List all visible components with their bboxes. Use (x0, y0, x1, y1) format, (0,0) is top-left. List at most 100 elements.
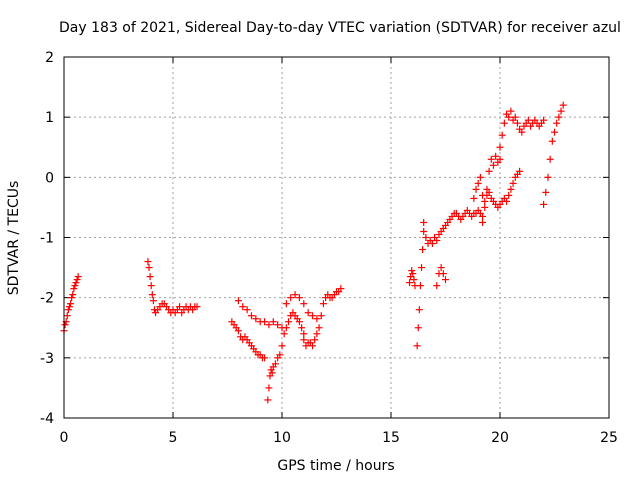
data-point (553, 119, 561, 127)
grid-lines (64, 57, 609, 418)
data-point (64, 306, 72, 314)
data-point (518, 128, 526, 136)
data-point (505, 113, 513, 121)
data-point (291, 291, 299, 299)
data-point (261, 318, 269, 326)
data-point (311, 336, 319, 344)
data-point (414, 324, 422, 332)
data-point (498, 131, 506, 139)
data-point (309, 342, 317, 350)
data-point (309, 312, 317, 320)
data-point (300, 330, 308, 338)
y-tick-labels: -4 -3 -2 -1 0 1 2 (40, 50, 54, 427)
data-point (557, 107, 565, 115)
data-point (243, 306, 251, 314)
y-tick-label: -1 (40, 231, 54, 247)
data-point (74, 273, 82, 281)
data-point (479, 218, 487, 226)
data-point (337, 285, 345, 293)
data-point (428, 240, 436, 248)
y-tick-label: -2 (40, 291, 54, 307)
data-point (474, 179, 482, 187)
data-point (298, 324, 306, 332)
data-point (315, 324, 323, 332)
y-tick-label: -4 (40, 411, 54, 427)
x-tick-label: 25 (600, 430, 618, 446)
y-axis-label: SDTVAR / TECUs (6, 181, 22, 296)
x-tick-label: 10 (273, 430, 291, 446)
data-point (415, 306, 423, 314)
data-point (285, 318, 293, 326)
data-point (422, 234, 430, 241)
data-point (487, 155, 495, 163)
data-point (70, 285, 78, 293)
data-point (437, 264, 445, 272)
data-point (295, 318, 303, 326)
data-point (61, 321, 69, 329)
data-point (274, 321, 282, 329)
data-point (282, 300, 290, 308)
data-point (269, 318, 277, 326)
data-point (500, 119, 508, 127)
data-point (67, 300, 75, 308)
data-point (433, 282, 441, 290)
x-tick-label: 20 (491, 430, 509, 446)
data-point (442, 276, 449, 284)
data-point (63, 312, 71, 320)
data-point (433, 237, 441, 245)
data-point (511, 113, 519, 121)
data-point (492, 152, 500, 160)
data-point (65, 303, 73, 311)
y-tick-label: 2 (45, 50, 54, 66)
data-point (483, 185, 491, 193)
data-point (271, 360, 279, 368)
data-point (68, 294, 76, 302)
data-point (479, 212, 487, 220)
data-point (300, 336, 308, 344)
data-point (193, 303, 201, 311)
data-point (413, 342, 421, 350)
data-point (524, 116, 532, 124)
data-point (544, 173, 552, 181)
data-point (408, 267, 416, 275)
data-point (287, 294, 295, 302)
data-point (470, 194, 478, 202)
data-point (300, 300, 308, 308)
y-tick-label: 0 (45, 170, 54, 186)
x-tick-label: 0 (60, 430, 69, 446)
data-point (419, 246, 427, 254)
data-point (420, 218, 428, 226)
data-point (485, 167, 493, 175)
data-point (304, 309, 312, 317)
data-points (60, 101, 567, 404)
data-point (516, 167, 524, 175)
data-point (313, 330, 321, 338)
data-point (406, 279, 414, 287)
data-point (509, 179, 517, 187)
chart-title: Day 183 of 2021, Sidereal Day-to-day VTE… (59, 20, 621, 36)
data-point (73, 276, 81, 284)
data-point (247, 312, 255, 320)
data-point (496, 143, 504, 151)
data-point (546, 155, 554, 163)
data-point (261, 354, 269, 362)
y-tick-label: 1 (45, 110, 54, 126)
data-point (265, 321, 273, 329)
data-point (551, 128, 558, 136)
data-point (252, 315, 260, 323)
data-point (481, 203, 489, 211)
data-point (264, 396, 272, 404)
data-point (540, 116, 548, 124)
data-point (507, 185, 515, 193)
plot-frame (63, 56, 610, 419)
data-point (149, 297, 157, 305)
data-point (265, 384, 273, 392)
data-point (505, 191, 513, 199)
data-point (145, 264, 153, 272)
data-point (313, 315, 321, 323)
data-point (268, 369, 276, 377)
data-point (439, 270, 447, 278)
data-point (234, 327, 242, 335)
